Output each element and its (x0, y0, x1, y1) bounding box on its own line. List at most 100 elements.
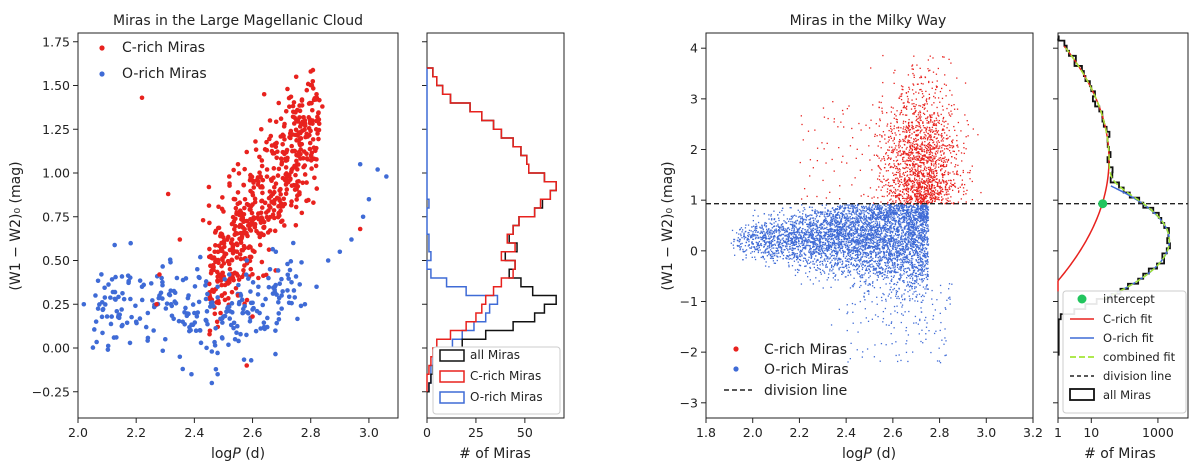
lmc-xlabel: logP (d) (211, 446, 265, 462)
mw-o-rich-point (896, 241, 897, 242)
o-rich-point (227, 272, 232, 277)
mw-o-rich-point (891, 271, 892, 272)
c-rich-point (317, 121, 322, 126)
mw-o-rich-point (858, 266, 859, 267)
mw-o-rich-point (854, 218, 855, 219)
mw-o-rich-point (903, 251, 904, 252)
c-rich-point (283, 172, 288, 177)
mw-o-rich-point (789, 255, 790, 256)
mw-o-rich-point (811, 252, 812, 253)
mw-o-rich-point (888, 204, 889, 205)
c-rich-point (262, 225, 267, 230)
mw-o-rich-point (805, 214, 806, 215)
mw-o-rich-point (898, 255, 899, 256)
mw-o-rich-point (886, 221, 887, 222)
mw-o-rich-point (846, 226, 847, 227)
c-rich-hist (427, 68, 556, 392)
mw-o-rich-point (911, 240, 912, 241)
mw-o-rich-point (924, 269, 925, 270)
mw-o-rich-point (810, 247, 811, 248)
mw-o-rich-point (870, 240, 871, 241)
o-rich-point (174, 301, 179, 306)
c-rich-point (256, 179, 261, 184)
c-rich-point (295, 162, 300, 167)
mw-o-rich-point (897, 247, 898, 248)
o-rich-point (112, 243, 117, 248)
lmc-title: Miras in the Large Magellanic Cloud (113, 13, 363, 29)
mw-o-rich-point (912, 255, 913, 256)
o-rich-point (215, 372, 220, 377)
mw-o-rich-point (877, 221, 878, 222)
o-rich-point (277, 317, 282, 322)
mw-o-rich-point (862, 254, 863, 255)
mw-o-rich-point (923, 253, 924, 254)
mw-o-rich-point (897, 272, 898, 273)
mw-o-rich-point (882, 241, 883, 242)
mw-o-rich-point (767, 233, 768, 234)
o-rich-point (274, 249, 279, 254)
c-rich-point (274, 144, 279, 149)
mw-o-rich-point (912, 283, 913, 284)
mw-o-rich-point (805, 248, 806, 249)
mw-o-rich-point (778, 250, 779, 251)
c-rich-point (242, 244, 247, 249)
mw-o-rich-point (849, 204, 850, 205)
o-rich-point (238, 332, 243, 337)
o-rich-point (93, 293, 98, 298)
c-rich-point (299, 122, 304, 127)
mw-o-rich-point (906, 249, 907, 250)
o-rich-point (279, 293, 284, 298)
c-rich-point (257, 235, 262, 240)
mw-o-rich-point (764, 222, 765, 223)
mw-o-rich-point (873, 273, 874, 274)
o-rich-point (384, 174, 389, 179)
mw-o-rich-point (927, 224, 928, 225)
c-rich-point (228, 248, 233, 253)
mw-o-rich-point (918, 213, 919, 214)
mw-o-rich-point (845, 276, 846, 277)
o-rich-point (160, 280, 165, 285)
mw-o-rich-point (766, 238, 767, 239)
mw-o-rich-point (872, 258, 873, 259)
c-rich-point (273, 229, 278, 234)
mw-o-rich-point (897, 205, 898, 206)
mw-o-rich-point (902, 264, 903, 265)
mw-o-rich-point (886, 224, 887, 225)
mw-o-rich-point (766, 225, 767, 226)
mw-o-rich-point (890, 208, 891, 209)
mw-o-rich-point (913, 253, 914, 254)
mw-o-rich-point (906, 218, 907, 219)
c-rich-point (231, 168, 236, 173)
mw-o-rich-point (836, 225, 837, 226)
c-rich-point (297, 103, 302, 108)
mw-o-rich-point (871, 234, 872, 235)
lmc-hist-xtick-label: 50 (517, 425, 533, 440)
mw-o-rich-point (817, 248, 818, 249)
c-rich-point (284, 165, 289, 170)
mw-o-rich-point (815, 277, 816, 278)
mw-o-rich-point (840, 267, 841, 268)
mw-o-rich-point (835, 217, 836, 218)
mw-o-rich-point (910, 248, 911, 249)
mw-o-rich-point (832, 255, 833, 256)
c-rich-point (274, 181, 279, 186)
mw-o-rich-point (879, 264, 880, 265)
mw-o-rich-point (923, 219, 924, 220)
c-rich-point (216, 226, 221, 231)
mw-o-rich-point (838, 268, 839, 269)
mw-o-rich-point (753, 244, 754, 245)
o-rich-point (204, 279, 209, 284)
o-rich-point (204, 297, 209, 302)
mw-o-rich-point (875, 217, 876, 218)
mw-o-rich-point (886, 266, 887, 267)
c-rich-point (291, 104, 296, 109)
mw-o-rich-point (907, 258, 908, 259)
mw-o-rich-point (902, 239, 903, 240)
c-rich-point (236, 190, 241, 195)
mw-o-rich-point (904, 271, 905, 272)
mw-o-rich-point (883, 274, 884, 275)
lmc-xtick-label: 2.2 (126, 425, 146, 440)
o-rich-point (117, 316, 122, 321)
mw-o-rich-point (828, 241, 829, 242)
c-rich-point (243, 231, 248, 236)
